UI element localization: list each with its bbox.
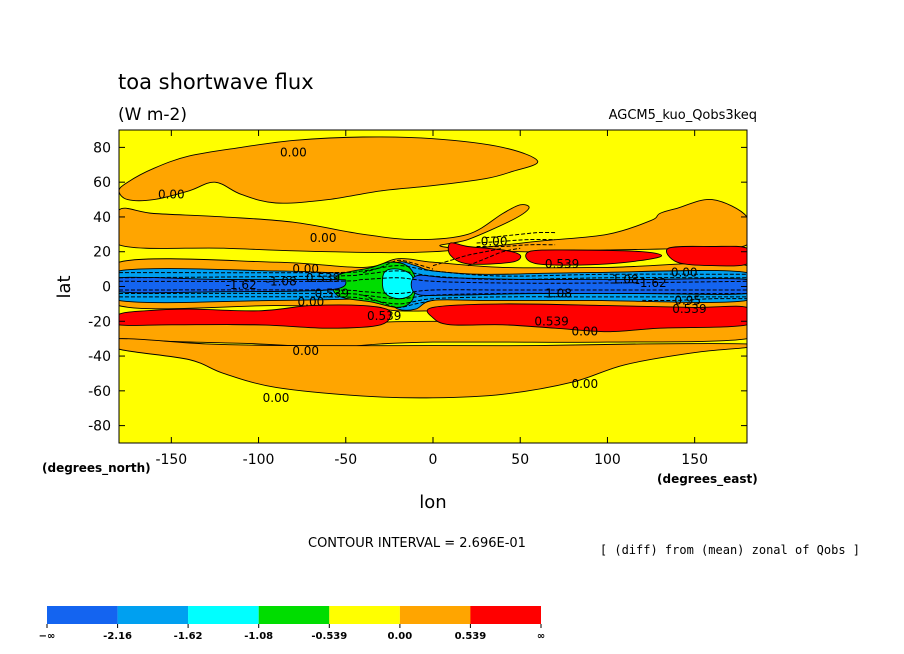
contour-region-red — [525, 249, 663, 266]
contour-region-red — [426, 303, 747, 333]
colorbar-swatch — [258, 606, 330, 624]
dashed-contour-line — [476, 244, 556, 248]
contour-region-cyan — [381, 268, 415, 300]
y-tick-label: 80 — [93, 140, 111, 156]
dashed-contour-line — [476, 238, 556, 244]
dashed-contour-line — [119, 277, 747, 284]
units-label: (W m-2) — [118, 105, 187, 125]
contour-label: 0.00 — [671, 266, 698, 280]
colorbar-label: -1.08 — [244, 631, 273, 642]
colorbar-label: -2.16 — [103, 631, 132, 642]
x-tick-label: -50 — [334, 452, 357, 468]
y-tick-label: -80 — [88, 419, 111, 435]
colorbar-label: -0.539 — [311, 631, 347, 642]
contour-label: 0.00 — [571, 325, 598, 339]
contour-label: 0.00 — [481, 234, 508, 248]
colorbar-label: -1.62 — [174, 631, 203, 642]
contour-label: 0.00 — [263, 391, 290, 405]
y-tick-label: -60 — [88, 384, 111, 400]
y-tick-label: 40 — [93, 210, 111, 226]
y-units-label: (degrees_north) — [42, 461, 151, 476]
colorbar-label: ∞ — [537, 631, 545, 642]
x-axis-label: lon — [419, 492, 446, 513]
x-units-label: (degrees_east) — [657, 472, 758, 487]
contour-interval-text: CONTOUR INTERVAL = 2.696E-01 — [308, 536, 526, 551]
x-tick-label: 150 — [681, 452, 708, 468]
contour-label: 0.00 — [298, 295, 325, 309]
colorbar-label: 0.00 — [388, 631, 413, 642]
contour-label: 0.539 — [672, 302, 706, 316]
colorbar-swatch — [399, 606, 471, 624]
contour-fill-group — [119, 136, 747, 399]
colorbar-swatch — [117, 606, 189, 624]
contour-label: 0.539 — [545, 257, 579, 271]
dashed-contour-line — [467, 247, 521, 267]
dashed-contour-line — [363, 294, 434, 308]
contour-region-red — [447, 242, 522, 265]
contour-label: 0.539 — [315, 287, 349, 301]
dashed-contour-line — [119, 270, 747, 281]
dashed-contour-line — [432, 247, 503, 267]
contour-label: 0.00 — [280, 146, 307, 160]
contour-region-red — [665, 245, 747, 267]
experiment-label: AGCM5_kuo_Qobs3keq — [609, 108, 757, 123]
dashed-contour-line — [119, 292, 747, 300]
y-tick-label: -20 — [88, 314, 111, 330]
contour-label: 0.00 — [571, 377, 598, 391]
x-tick-label: -100 — [243, 452, 275, 468]
x-tick-label: 0 — [429, 452, 438, 468]
y-axis: 80 60 40 20 0 -20 -40 -60 -80 — [88, 140, 747, 435]
contour-label: 0.539 — [306, 271, 340, 285]
x-axis: -150 -100 -50 0 50 100 150 — [155, 130, 708, 468]
contour-label: 0.95 — [674, 293, 701, 307]
diff-note: [ (diff) from (mean) zonal of Qobs ] — [600, 543, 860, 557]
dashed-contour-line — [119, 296, 747, 305]
colorbar-label: −∞ — [39, 631, 56, 642]
dashed-contour-line — [119, 289, 747, 295]
chart-title: toa shortwave flux — [118, 70, 314, 94]
x-tick-label: -150 — [155, 452, 187, 468]
contour-region-orange — [119, 198, 747, 254]
contour-label: -1.08 — [266, 274, 297, 288]
y-tick-label: 60 — [93, 175, 111, 191]
y-axis-label: lat — [54, 275, 75, 298]
contour-region-red — [119, 304, 392, 329]
contour-label: -1.08 — [608, 273, 639, 287]
colorbar-label: 0.539 — [455, 631, 487, 642]
contour-region-orange — [119, 338, 747, 399]
contour-label: 0.00 — [310, 231, 337, 245]
colorbar-swatch — [188, 606, 259, 624]
contour-label: 1.08 — [545, 287, 572, 301]
x-tick-label: 100 — [594, 452, 621, 468]
contour-label: 0.539 — [534, 314, 568, 328]
contour-label-group: 0.000.000.00 0.000.000.539-1.62 -1.080.539… — [158, 146, 707, 405]
contour-label: 0.00 — [292, 262, 319, 276]
contour-label: 0.539 — [367, 309, 401, 323]
contour-region-orange — [119, 136, 539, 204]
x-tick-label: 50 — [511, 452, 529, 468]
y-tick-label: -40 — [88, 349, 111, 365]
contour-label: -1.62 — [226, 278, 257, 292]
colorbar-swatch — [470, 606, 541, 624]
y-tick-label: 0 — [102, 280, 111, 296]
colorbar-swatch — [47, 606, 118, 624]
y-tick-label: 20 — [93, 245, 111, 261]
colorbar: −∞ -2.16 -1.62 -1.08 -0.539 0.00 0.539 ∞ — [39, 606, 545, 642]
colorbar-swatch — [329, 606, 400, 624]
contour-label: 0.00 — [292, 344, 319, 358]
contour-label: 0.00 — [158, 187, 185, 201]
dashed-contour-line — [642, 298, 747, 302]
dashed-contour-line — [363, 259, 434, 274]
dashed-contour-line — [119, 265, 747, 277]
contour-label: -1.62 — [636, 276, 667, 290]
negative-contour-lines — [119, 231, 747, 308]
